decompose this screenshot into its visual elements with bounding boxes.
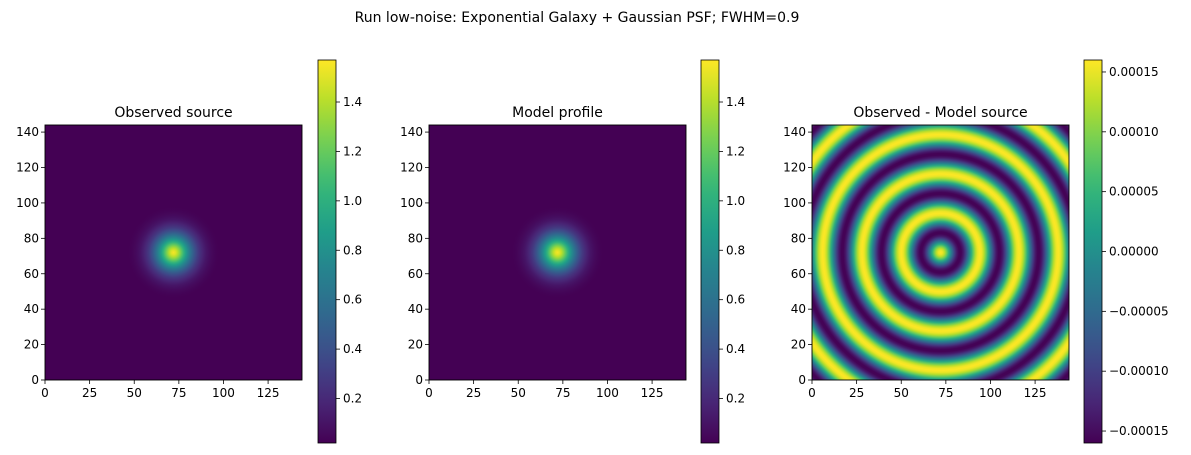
- colorbar-tick-label: 0.00000: [1109, 245, 1159, 259]
- y-tick-label: 20: [791, 338, 806, 352]
- heatmap-image: [429, 125, 686, 380]
- axes-frame: [428, 124, 687, 381]
- y-tick-label: 0: [31, 373, 39, 387]
- colorbar-tick-label: 1.2: [343, 144, 362, 158]
- colorbar-tick-label: 1.4: [343, 95, 362, 109]
- x-tick-label: 125: [257, 386, 280, 400]
- y-tick-label: 140: [783, 125, 806, 139]
- x-tick-label: 100: [212, 386, 235, 400]
- x-tick-label: 50: [894, 386, 909, 400]
- y-tick-label: 100: [783, 196, 806, 210]
- panel-3: Observed - Model source 0 25 50 75 100 125 0 20 4…: [783, 59, 1169, 444]
- colorbar-tick-label: 1.0: [726, 194, 745, 208]
- colorbar-tick-label: −0.00005: [1109, 304, 1169, 318]
- x-tick-label: 50: [511, 386, 526, 400]
- y-tick-label: 60: [24, 267, 39, 281]
- y-tick-label: 40: [24, 302, 39, 316]
- colorbar: [317, 59, 337, 444]
- colorbar: [700, 59, 720, 444]
- x-tick-label: 25: [466, 386, 481, 400]
- y-tick-label: 0: [798, 373, 806, 387]
- colorbar-tick-label: 0.8: [726, 243, 745, 257]
- colorbar-tick-label: −0.00010: [1109, 364, 1169, 378]
- colorbar-tick-label: 0.6: [726, 293, 745, 307]
- y-tick-label: 120: [783, 161, 806, 175]
- colorbar-tick-label: 1.2: [726, 144, 745, 158]
- heatmap-image: [812, 125, 1069, 380]
- panel-2: Model profile 0 25 50 75 100 125 0 20 40 60 80 100 12…: [400, 59, 745, 444]
- colorbar: [1083, 59, 1103, 444]
- axes-title: Observed source: [114, 105, 232, 121]
- colorbar-tick-label: 0.8: [343, 243, 362, 257]
- axes-title: Observed - Model source: [853, 105, 1027, 121]
- y-tick-label: 40: [791, 302, 806, 316]
- y-tick-label: 80: [791, 231, 806, 245]
- colorbar-tick-label: 0.4: [726, 342, 745, 356]
- y-tick-label: 140: [16, 125, 39, 139]
- panels: Observed source 0 25 50 75 100 125 0 20 40 60 80 100…: [16, 59, 1169, 444]
- x-tick-label: 0: [41, 386, 49, 400]
- y-tick-label: 80: [24, 231, 39, 245]
- x-tick-label: 125: [1024, 386, 1047, 400]
- colorbar-tick-label: 0.00015: [1109, 65, 1159, 79]
- figure-suptitle: Run low-noise: Exponential Galaxy + Gaus…: [355, 10, 800, 26]
- x-tick-label: 25: [849, 386, 864, 400]
- panel-1: Observed source 0 25 50 75 100 125 0 20 40 60 80 100…: [16, 59, 362, 444]
- axes-frame: [811, 124, 1070, 381]
- y-tick-label: 20: [408, 338, 423, 352]
- x-tick-label: 100: [979, 386, 1002, 400]
- colorbar-tick-label: 0.00010: [1109, 125, 1159, 139]
- x-tick-label: 75: [938, 386, 953, 400]
- y-tick-label: 120: [400, 161, 423, 175]
- colorbar-tick-label: 0.2: [726, 392, 745, 406]
- y-tick-label: 20: [24, 338, 39, 352]
- x-tick-label: 75: [171, 386, 186, 400]
- y-tick-label: 100: [400, 196, 423, 210]
- colorbar-tick-label: 0.2: [343, 392, 362, 406]
- axes-frame: [44, 124, 303, 381]
- y-tick-label: 60: [791, 267, 806, 281]
- colorbar-tick-label: −0.00015: [1109, 424, 1169, 438]
- y-tick-label: 0: [415, 373, 423, 387]
- y-tick-label: 40: [408, 302, 423, 316]
- colorbar-tick-label: 0.00005: [1109, 185, 1159, 199]
- x-tick-label: 100: [596, 386, 619, 400]
- y-tick-label: 140: [400, 125, 423, 139]
- colorbar-tick-label: 1.4: [726, 95, 745, 109]
- x-tick-label: 50: [127, 386, 142, 400]
- y-tick-label: 60: [408, 267, 423, 281]
- colorbar-tick-label: 0.6: [343, 293, 362, 307]
- x-tick-label: 75: [555, 386, 570, 400]
- axes-title: Model profile: [512, 105, 603, 121]
- heatmap-image: [45, 125, 302, 380]
- y-tick-label: 80: [408, 231, 423, 245]
- y-tick-label: 100: [16, 196, 39, 210]
- x-tick-label: 0: [425, 386, 433, 400]
- x-tick-label: 0: [808, 386, 816, 400]
- colorbar-tick-label: 0.4: [343, 342, 362, 356]
- x-tick-label: 125: [641, 386, 664, 400]
- colorbar-tick-label: 1.0: [343, 194, 362, 208]
- y-tick-label: 120: [16, 161, 39, 175]
- x-tick-label: 25: [82, 386, 97, 400]
